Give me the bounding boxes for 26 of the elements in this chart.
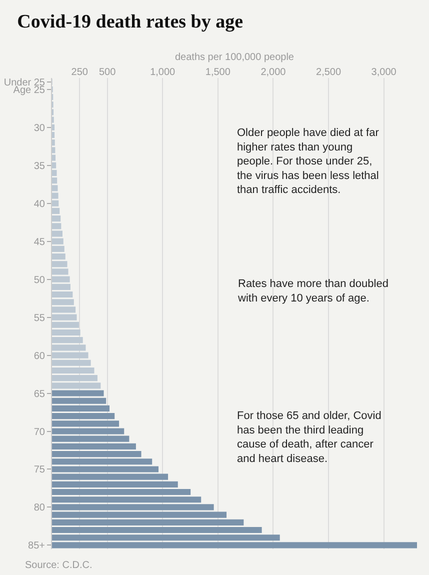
annotation: For those 65 and older, Covid has been the third leading cause of death, after cancer and heart disease. bbox=[237, 410, 382, 465]
chart-title: Covid-19 death rates by age bbox=[17, 12, 244, 33]
y-tick-label: 55 bbox=[34, 312, 46, 324]
y-tick-label: 45 bbox=[34, 236, 46, 248]
annotation: Older people have died at far higher rates than young people. For those under 25, the virus has been less lethal than traffic accidents. bbox=[237, 127, 380, 196]
x-tick-label: 1,500 bbox=[205, 67, 231, 78]
y-tick-label: 70 bbox=[34, 426, 46, 438]
y-tick-label: 50 bbox=[34, 274, 46, 286]
y-tick-label: 80 bbox=[34, 502, 46, 514]
x-tick-label: 3,000 bbox=[371, 67, 397, 78]
x-tick-label: 250 bbox=[71, 67, 88, 78]
x-axis-title: deaths per 100,000 people bbox=[175, 52, 294, 63]
y-tick-label: 85+ bbox=[28, 540, 46, 552]
y-tick-label: 35 bbox=[34, 160, 46, 172]
x-tick-label: 2,500 bbox=[316, 67, 342, 78]
x-tick-label: 1,000 bbox=[150, 67, 176, 78]
x-tick-label: 500 bbox=[98, 67, 116, 78]
y-tick-label: 60 bbox=[34, 350, 46, 362]
y-tick-label: 40 bbox=[34, 198, 46, 210]
y-tick-label: 30 bbox=[34, 122, 46, 134]
annotation: Rates have more than doubled with every 10 years of age. bbox=[237, 278, 388, 304]
y-tick-label: Age 25 bbox=[13, 84, 46, 96]
y-tick-label: 75 bbox=[34, 464, 46, 476]
x-tick-label: 2,000 bbox=[260, 67, 286, 78]
source-note: Source: C.D.C. bbox=[25, 560, 92, 571]
y-tick-label: 65 bbox=[34, 388, 46, 400]
